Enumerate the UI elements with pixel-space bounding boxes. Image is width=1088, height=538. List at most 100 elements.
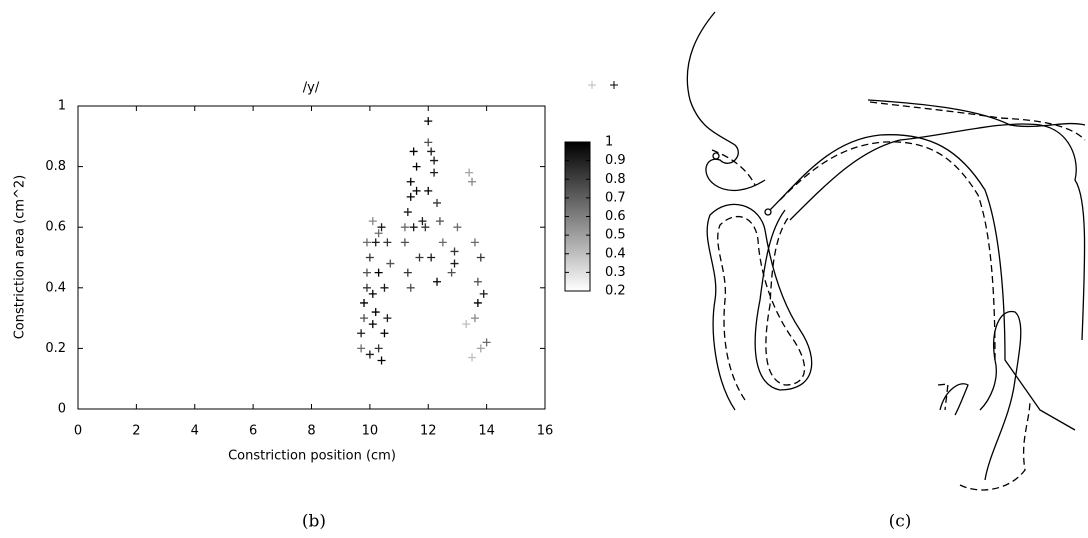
point bbox=[368, 217, 377, 226]
point bbox=[360, 314, 369, 323]
point bbox=[424, 117, 433, 126]
point bbox=[430, 168, 439, 177]
colorbar-tick-label: 0.8 bbox=[605, 172, 626, 187]
point bbox=[383, 238, 392, 247]
point bbox=[380, 283, 389, 292]
point bbox=[476, 253, 485, 262]
caption: (b) bbox=[302, 512, 326, 532]
point bbox=[450, 247, 459, 256]
point bbox=[465, 168, 474, 177]
point bbox=[482, 338, 491, 347]
x-axis-label: Constriction position (cm) bbox=[228, 449, 396, 464]
point bbox=[473, 277, 482, 286]
x-tick-label: 2 bbox=[132, 424, 140, 439]
point bbox=[377, 356, 386, 365]
colorbar-tick-label: 0.4 bbox=[605, 246, 626, 261]
point bbox=[357, 344, 366, 353]
point bbox=[412, 186, 421, 195]
point bbox=[380, 329, 389, 338]
point bbox=[470, 314, 479, 323]
chart-title: /y/ bbox=[303, 81, 320, 96]
y-tick-label: 0.6 bbox=[45, 220, 66, 235]
point bbox=[357, 329, 366, 338]
y-tick-label: 0.2 bbox=[45, 341, 66, 356]
point bbox=[406, 177, 415, 186]
y-tick-label: 0.4 bbox=[45, 280, 66, 295]
point bbox=[365, 350, 374, 359]
point bbox=[362, 268, 371, 277]
point bbox=[400, 238, 409, 247]
y-tick-label: 0.8 bbox=[45, 159, 66, 174]
colorbar-tick-label: 0.6 bbox=[605, 209, 626, 224]
point bbox=[470, 238, 479, 247]
point bbox=[473, 298, 482, 307]
point bbox=[406, 283, 415, 292]
colorbar bbox=[564, 141, 591, 292]
point bbox=[424, 186, 433, 195]
point bbox=[409, 147, 418, 156]
y-tick-label: 1 bbox=[58, 99, 66, 114]
point bbox=[371, 308, 380, 317]
point bbox=[421, 223, 430, 232]
x-tick-label: 16 bbox=[537, 424, 554, 439]
legend-marker bbox=[588, 81, 596, 89]
x-tick-label: 10 bbox=[362, 424, 379, 439]
point bbox=[374, 344, 383, 353]
point bbox=[409, 223, 418, 232]
scatter-plot: /y/ Constriction position (cm) Constrict… bbox=[13, 81, 626, 464]
colorbar-tick-label: 0.5 bbox=[605, 228, 626, 243]
x-tick-label: 6 bbox=[249, 424, 257, 439]
colorbar-tick-label: 1 bbox=[605, 135, 613, 150]
point bbox=[371, 238, 380, 247]
colorbar-tick-label: 0.7 bbox=[605, 190, 626, 205]
point bbox=[403, 208, 412, 217]
legend bbox=[588, 81, 618, 89]
point bbox=[450, 259, 459, 268]
point bbox=[368, 289, 377, 298]
point bbox=[360, 298, 369, 307]
colorbar-tick-label: 0.3 bbox=[605, 265, 626, 280]
point bbox=[362, 238, 371, 247]
point bbox=[476, 344, 485, 353]
point bbox=[468, 177, 477, 186]
point bbox=[418, 217, 427, 226]
point bbox=[406, 192, 415, 201]
vocal-tract-diagram bbox=[686, 11, 1086, 491]
point bbox=[430, 156, 439, 165]
point bbox=[438, 238, 447, 247]
point bbox=[365, 253, 374, 262]
point bbox=[386, 259, 395, 268]
point bbox=[447, 268, 456, 277]
x-tick-label: 14 bbox=[478, 424, 495, 439]
point bbox=[479, 289, 488, 298]
point bbox=[468, 353, 477, 362]
point bbox=[435, 217, 444, 226]
caption: (c) bbox=[889, 512, 912, 532]
point bbox=[415, 253, 424, 262]
colorbar-tick-label: 0.2 bbox=[605, 284, 626, 299]
point bbox=[412, 162, 421, 171]
point bbox=[383, 314, 392, 323]
colorbar-tick-label: 0.9 bbox=[605, 153, 626, 168]
point bbox=[374, 229, 383, 238]
x-tick-label: 8 bbox=[307, 424, 315, 439]
point bbox=[362, 283, 371, 292]
point bbox=[427, 253, 436, 262]
point bbox=[368, 320, 377, 329]
point bbox=[424, 138, 433, 147]
point bbox=[433, 198, 442, 207]
point bbox=[403, 268, 412, 277]
point bbox=[377, 223, 386, 232]
point bbox=[453, 223, 462, 232]
point bbox=[427, 147, 436, 156]
plot-frame bbox=[77, 105, 546, 410]
y-axis-label: Constriction area (cm^2) bbox=[13, 175, 28, 340]
point bbox=[433, 277, 442, 286]
x-tick-label: 4 bbox=[191, 424, 199, 439]
x-tick-label: 0 bbox=[74, 424, 82, 439]
point bbox=[374, 268, 383, 277]
point bbox=[400, 223, 409, 232]
x-tick-label: 12 bbox=[420, 424, 437, 439]
point bbox=[462, 320, 471, 329]
